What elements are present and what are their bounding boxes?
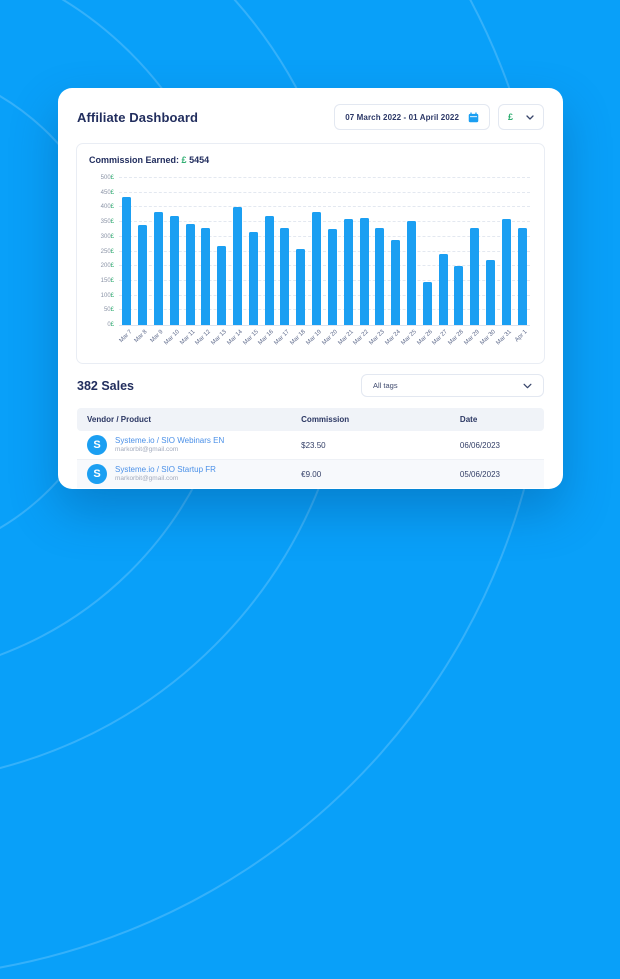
date-cell: 05/06/2023 — [459, 469, 500, 479]
gridline — [119, 309, 530, 311]
commission-label: Commission Earned: — [89, 155, 180, 165]
chart-bar-mar-7 — [122, 197, 132, 325]
chart-bar-mar-10 — [169, 216, 179, 325]
date-range-text: 07 March 2022 - 01 April 2022 — [345, 112, 459, 122]
systeme-logo-icon: S — [87, 464, 107, 484]
chevron-down-icon — [526, 114, 534, 120]
commission-earned-title: Commission Earned: £ 5454 — [89, 155, 532, 165]
y-tick-label: 0£ — [107, 322, 114, 328]
chart-bar-mar-22 — [359, 217, 369, 325]
chart-bar-mar-26 — [422, 282, 432, 325]
chart-bar-mar-11 — [185, 223, 195, 325]
tags-filter-value: All tags — [373, 381, 398, 390]
y-tick-label: 400£ — [100, 204, 114, 211]
y-tick-label: 50£ — [103, 307, 114, 314]
gridline — [119, 294, 530, 296]
date-cell: 06/06/2023 — [459, 440, 500, 450]
commission-cell: $23.50 — [301, 440, 326, 450]
currency-symbol: £ — [181, 155, 187, 165]
y-tick-label: 200£ — [100, 263, 114, 270]
header-vendor-product: Vendor / Product — [87, 415, 152, 424]
chart-x-axis: Mar 7 Mar 8 Mar 9 Mar 10 Mar 11 Mar 12 Mar 13 M… — [118, 329, 529, 347]
chevron-down-icon — [523, 383, 532, 389]
y-tick-label: 500£ — [100, 175, 114, 181]
commission-total: 5454 — [189, 155, 210, 165]
gridline — [119, 265, 530, 267]
vendor-product-link[interactable]: Systeme.io / SIO Startup FR — [115, 464, 216, 474]
table-row: S Systeme.io / SIO Startup FR markorbit@… — [77, 459, 544, 488]
chart-bar-mar-28 — [454, 266, 464, 325]
commission-cell: €9.00 — [301, 469, 322, 479]
page-title: Affiliate Dashboard — [77, 109, 199, 125]
sales-count-title: 382 Sales — [77, 378, 134, 393]
calendar-icon[interactable] — [468, 111, 479, 123]
chart-bar-mar-17 — [280, 227, 290, 325]
y-tick-label: 100£ — [100, 292, 114, 299]
chart-bar-mar-20 — [327, 229, 337, 325]
vendor-email: markorbit@gmail.com — [115, 474, 179, 482]
vendor-email: markorbit@gmail.com — [115, 445, 179, 453]
chart-bar-mar-15 — [248, 232, 258, 325]
chart-bar-mar-21 — [343, 219, 353, 325]
chart-bar-mar-23 — [375, 227, 385, 325]
gridline — [119, 235, 530, 237]
chart-bar-mar-12 — [201, 227, 211, 325]
chart-bar-mar-16 — [264, 216, 274, 325]
table-header-row: Vendor / Product Commission Date — [77, 408, 544, 431]
y-tick-label: 250£ — [100, 248, 114, 255]
chart-bar-mar-31 — [501, 219, 511, 325]
chart-plot: 0£ 50£ 100£ 150£ 200£ 250£ 300£ 350£ 400£ 450£ 500… — [101, 175, 530, 328]
gridline — [119, 206, 530, 208]
header-controls: 07 March 2022 - 01 April 2022 £ — [334, 104, 544, 130]
y-tick-label: 350£ — [100, 219, 114, 226]
sales-header: 382 Sales All tags — [58, 364, 563, 408]
chart-bar-mar-14 — [233, 207, 243, 325]
gridline — [119, 279, 530, 281]
gridline — [119, 221, 530, 223]
page-background: { "header": { "title": "Affiliate Dashbo… — [0, 0, 563, 979]
chart-bar-mar-29 — [470, 227, 480, 325]
chart-bar-mar-18 — [296, 248, 306, 325]
chart-bar-apr-1 — [517, 227, 527, 325]
chart-bar-mar-8 — [138, 225, 148, 325]
vendor-product-link[interactable]: Systeme.io / SIO Webinars EN — [115, 435, 225, 445]
systeme-logo-icon: S — [87, 435, 107, 455]
card-header: Affiliate Dashboard 07 March 2022 - 01 A… — [58, 88, 563, 143]
date-range-picker[interactable]: 07 March 2022 - 01 April 2022 — [334, 104, 490, 130]
gridline — [119, 250, 530, 252]
currency-value: £ — [508, 112, 514, 122]
tags-filter-select[interactable]: All tags — [361, 374, 544, 397]
currency-select[interactable]: £ — [498, 104, 544, 130]
chart-bar-mar-19 — [312, 211, 322, 325]
header-date: Date — [459, 415, 478, 424]
gridline — [119, 177, 530, 178]
chart-bar-mar-30 — [485, 260, 495, 325]
chart-bar-mar-27 — [438, 254, 448, 325]
header-commission: Commission — [301, 415, 350, 424]
chart-bar-mar-9 — [154, 211, 164, 325]
table-row: S Systeme.io / SIO Webinars EN markorbit… — [77, 431, 544, 459]
y-tick-label: 300£ — [100, 233, 114, 240]
y-tick-label: 450£ — [100, 189, 114, 196]
gridline — [119, 191, 530, 193]
commission-chart-card: Commission Earned: £ 5454 0£ 50£ 100£ 150£ 2… — [76, 143, 545, 364]
chart-bar-mar-24 — [391, 239, 401, 325]
y-tick-label: 150£ — [100, 277, 114, 284]
dashboard-card: Affiliate Dashboard 07 March 2022 - 01 A… — [58, 88, 563, 489]
chart-bar-mar-13 — [217, 245, 227, 325]
chart-bar-mar-25 — [406, 220, 416, 325]
sales-table: Vendor / Product Commission Date S Syste… — [77, 408, 544, 488]
